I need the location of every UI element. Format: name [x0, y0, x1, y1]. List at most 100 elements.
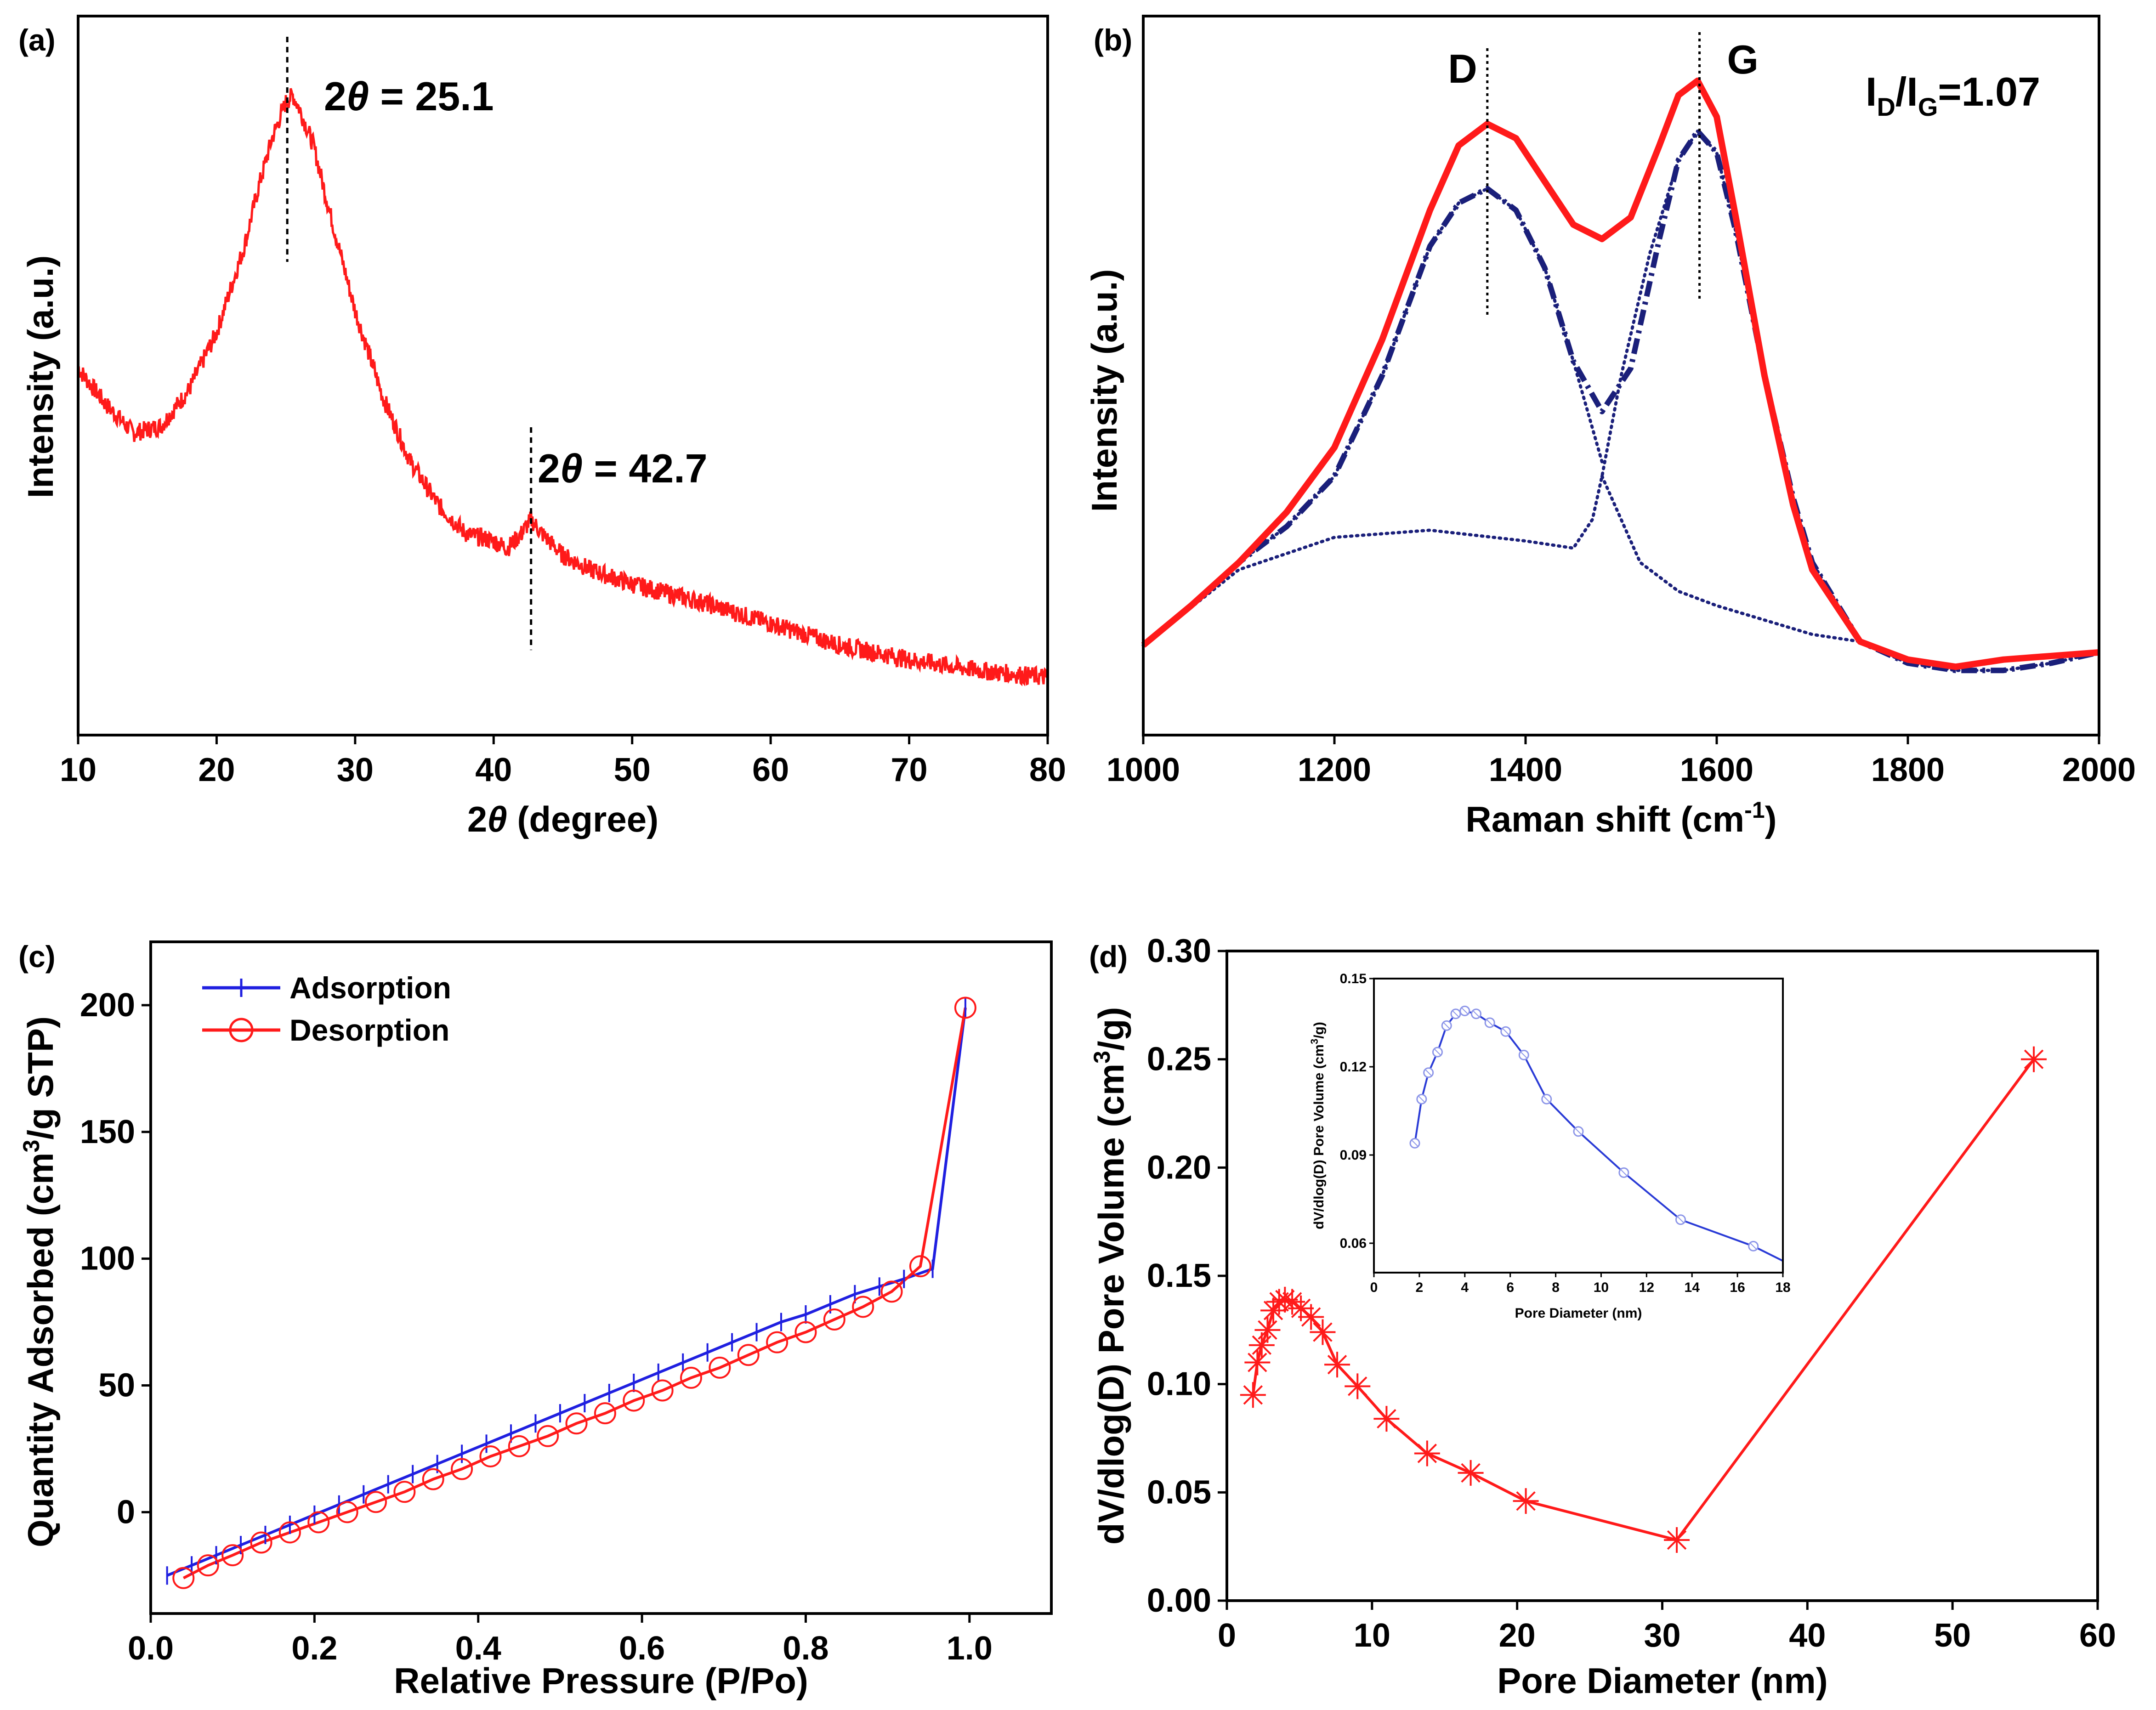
panel-d-x-axis-label: Pore Diameter (nm) [1497, 1660, 1828, 1701]
panel-a-x-axis-label-theta: θ [487, 799, 507, 839]
panel-c-label: (c) [18, 940, 56, 974]
panel-d-y-tick-label: 0.15 [1147, 1257, 1211, 1294]
inset-distribution-point [1423, 1067, 1434, 1078]
inset-distribution-point [1675, 1214, 1686, 1225]
asterisk-stroke [1516, 1491, 1536, 1511]
legend-desorption-label: Desorption [289, 1013, 449, 1047]
inset-y-tick-label: 0.09 [1340, 1148, 1367, 1163]
panel-b-x-axis-label: Raman shift (cm-1) [1465, 797, 1776, 839]
panel-b-ratio-slash: /I [1895, 69, 1918, 114]
inset-point-hatch [1434, 1049, 1441, 1055]
panel-d-y-axis-label-sup: 3 [1089, 1051, 1115, 1064]
asterisk-stroke [1348, 1376, 1367, 1396]
raman-g-band-line [1141, 129, 2101, 672]
desorption-point [737, 1344, 760, 1366]
desorption-point [172, 1567, 195, 1589]
panel-b-d-band-label: D [1448, 46, 1477, 91]
panel-a-annotation-1-theta: θ [346, 74, 369, 119]
panel-c-frame [149, 940, 1053, 1615]
panel-a-x-axis-label: 2θ (degree) [467, 799, 658, 839]
panel-d-y-tick-label: 0.20 [1147, 1149, 1211, 1186]
pore-distribution-point [1414, 1440, 1440, 1467]
inset-x-tick-label: 4 [1461, 1280, 1469, 1295]
asterisk-stroke [1248, 1353, 1267, 1372]
panel-c-x-tick-label: 0.4 [455, 1630, 501, 1667]
panel-b-x-axis-label-sup: -1 [1744, 797, 1765, 823]
legend-adsorption-swatch [202, 979, 280, 997]
inset-point-hatch [1521, 1052, 1527, 1059]
panel-a-x-ticks: 10 20 30 40 50 60 70 80 [60, 735, 1066, 788]
asterisk-stroke [1275, 1290, 1295, 1310]
asterisk-stroke [1313, 1322, 1333, 1342]
inset-plot [1409, 1005, 1783, 1262]
inset-distribution-point [1409, 1138, 1420, 1149]
panel-d-inset: 0 2 4 6 8 10 12 14 16 18 0.06 0.09 0.12 0.15 dV/dlog(… [1309, 971, 1791, 1321]
pore-distribution-point [1244, 1349, 1271, 1376]
desorption-point [565, 1412, 588, 1435]
inset-distribution-point [1432, 1047, 1443, 1058]
panel-a-x-axis-label-suffix: (degree) [507, 799, 658, 839]
desorption-point [537, 1425, 559, 1447]
panel-a-x-tick-label: 40 [475, 752, 512, 788]
panel-d-y-axis-label: dV/dlog(D) Pore Volume (cm3/g) [1089, 1007, 1131, 1545]
panel-c-y-axis-label-prefix: Quantity Adsorbed (cm [20, 1152, 61, 1547]
pore-distribution-point [1324, 1352, 1350, 1378]
panel-b-x-tick-label: 2000 [2062, 752, 2136, 788]
desorption-point [508, 1435, 530, 1457]
desorption-point [852, 1296, 874, 1318]
panel-a-x-tick-label: 70 [891, 752, 928, 788]
panel-a-x-tick-label: 30 [337, 752, 374, 788]
inset-point-hatch [1473, 1011, 1480, 1017]
panel-c-ticks: 0.0 0.2 0.4 0.6 0.8 1.0 0 50 100 150 200 [80, 987, 993, 1667]
panel-a-x-tick-label: 60 [752, 752, 789, 788]
panel-b-x-ticks: 1000 1200 1400 1600 1800 2000 [1106, 735, 2136, 788]
desorption-point [393, 1481, 416, 1503]
inset-background [1374, 979, 1783, 1273]
panel-b-frame [1142, 15, 2100, 736]
desorption-point [794, 1321, 817, 1343]
desorption-point [651, 1379, 674, 1402]
panel-c-x-tick-label: 1.0 [947, 1630, 993, 1667]
panel-c-y-axis-label-sup: 3 [18, 1140, 44, 1153]
inset-y-tick-label: 0.15 [1340, 971, 1367, 986]
asterisk-stroke [2024, 1049, 2044, 1069]
inset-point-hatch [1462, 1008, 1468, 1014]
panel-d-x-tick-label: 30 [1644, 1617, 1680, 1654]
inset-distribution-point [1471, 1008, 1481, 1019]
desorption-point [422, 1468, 444, 1490]
panel-c-y-tick-label: 100 [80, 1240, 135, 1277]
panel-a-label: (a) [18, 23, 56, 57]
panel-a-annotation-2: 2θ = 42.7 [538, 446, 708, 491]
panel-d-x-tick-label: 10 [1354, 1617, 1390, 1654]
raman-baseline-line [1600, 475, 1862, 643]
inset-distribution-point [1441, 1020, 1452, 1031]
inset-point-hatch [1418, 1096, 1425, 1103]
panel-b-ratio-value: =1.07 [1938, 69, 2040, 114]
panel-c-x-tick-label: 0.0 [128, 1630, 174, 1667]
inset-x-tick-label: 16 [1730, 1280, 1745, 1295]
panel-a-annotation-2-theta: θ [560, 446, 583, 491]
panel-a-y-axis-label: Intensity (a.u.) [20, 255, 61, 498]
panel-d-y-tick-label: 0.10 [1147, 1366, 1211, 1403]
inset-distribution-point [1484, 1017, 1495, 1028]
desorption-point [823, 1308, 845, 1331]
panel-d-y-tick-label: 0.30 [1147, 933, 1211, 969]
desorption-point [709, 1356, 731, 1379]
inset-x-tick-label: 0 [1370, 1280, 1378, 1295]
panel-c-y-tick-label: 0 [117, 1494, 135, 1530]
inset-y-axis-label-sup: 3 [1309, 1039, 1320, 1044]
desorption-point [197, 1554, 219, 1577]
inset-distribution-point [1541, 1093, 1552, 1104]
panel-d-y-tick-label: 0.00 [1147, 1582, 1211, 1619]
desorption-point [307, 1511, 330, 1534]
panel-c-y-axis-label-suffix: /g STP) [20, 1016, 61, 1140]
asterisk-stroke [1282, 1292, 1302, 1312]
panel-c-y-tick-label: 150 [80, 1114, 135, 1150]
inset-x-tick-label: 10 [1594, 1280, 1609, 1295]
desorption-point [954, 997, 976, 1019]
raman-experimental-line [1141, 77, 2099, 670]
panel-b-x-tick-label: 1800 [1871, 752, 1945, 788]
panel-b-x-tick-label: 1200 [1298, 752, 1371, 788]
pore-distribution-point [1310, 1319, 1336, 1345]
